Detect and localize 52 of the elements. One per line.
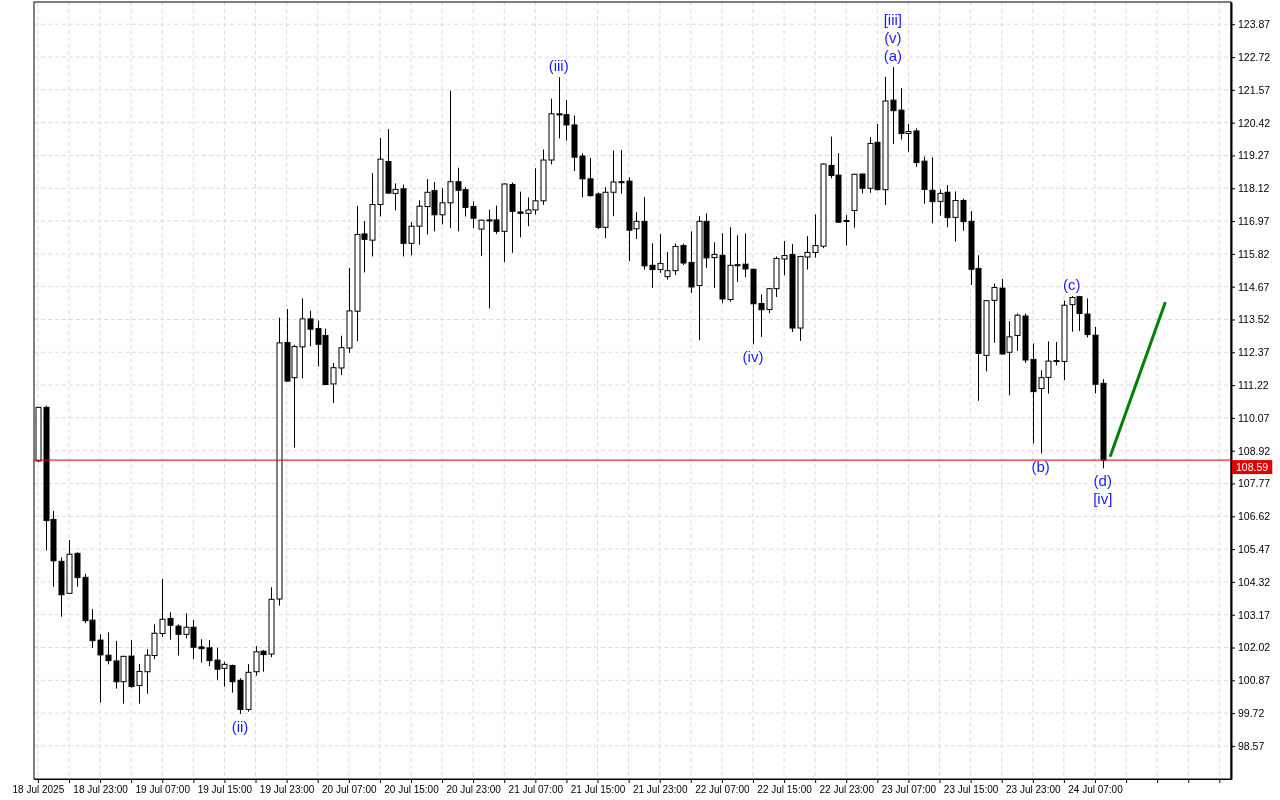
x-tick-label: 23 Jul 15:00: [943, 784, 999, 796]
y-tick-label: 107.77: [1238, 477, 1271, 490]
y-tick-label: 113.52: [1238, 313, 1270, 326]
annotation: (iv): [742, 347, 764, 365]
x-tick-label: 23 Jul 07:00: [881, 784, 937, 796]
y-tick-label: 98.57: [1238, 739, 1265, 752]
y-tick-label: 115.82: [1238, 247, 1270, 260]
x-tick-label: 20 Jul 23:00: [446, 784, 502, 796]
y-tick-label: 108.92: [1238, 444, 1271, 457]
y-tick-label: 123.87: [1238, 18, 1271, 31]
ref-line-label: 108.59: [1236, 461, 1269, 474]
x-tick-label: 20 Jul 15:00: [384, 784, 440, 796]
y-tick-label: 102.02: [1238, 641, 1271, 654]
x-tick-label: 19 Jul 07:00: [135, 784, 191, 796]
y-tick-label: 104.32: [1238, 575, 1271, 588]
y-tick-label: 103.17: [1238, 608, 1271, 621]
y-tick-label: 120.42: [1238, 116, 1271, 129]
x-tick-label: 18 Jul 2025: [12, 784, 65, 796]
x-tick-label: 19 Jul 15:00: [197, 784, 253, 796]
y-tick-label: 106.62: [1238, 510, 1271, 523]
x-tick-label: 21 Jul 07:00: [508, 784, 564, 796]
x-tick-label: 22 Jul 23:00: [819, 784, 875, 796]
y-tick-label: 112.37: [1238, 346, 1270, 359]
y-tick-label: 116.97: [1238, 214, 1270, 227]
y-tick-label: 114.67: [1238, 280, 1270, 293]
y-tick-label: 105.47: [1238, 542, 1271, 555]
x-tick-label: 18 Jul 23:00: [73, 784, 129, 796]
annotation: (c): [1062, 275, 1081, 293]
x-tick-label: 20 Jul 07:00: [322, 784, 377, 796]
x-tick-label: 23 Jul 23:00: [1006, 784, 1061, 796]
y-tick-label: 121.57: [1238, 83, 1271, 96]
y-tick-label: 118.12: [1238, 182, 1270, 195]
y-tick-label: 119.27: [1238, 149, 1270, 162]
y-tick-label: 100.87: [1238, 674, 1271, 687]
x-tick-label: 22 Jul 15:00: [757, 784, 813, 796]
annotation: [iv]: [1093, 489, 1113, 507]
y-tick-label: 99.72: [1238, 706, 1265, 719]
y-tick-label: 122.72: [1238, 50, 1271, 63]
annotation: (iii): [548, 56, 569, 74]
annotation: (ii): [231, 717, 249, 735]
x-tick-label: 19 Jul 23:00: [259, 784, 315, 796]
x-tick-label: 22 Jul 07:00: [695, 784, 751, 796]
y-tick-label: 111.22: [1238, 378, 1269, 391]
annotation: (v): [884, 28, 902, 46]
x-tick-label: 24 Jul 07:00: [1068, 784, 1124, 796]
x-tick-label: 21 Jul 15:00: [570, 784, 626, 796]
annotation: (a): [883, 46, 903, 64]
annotation: (d): [1093, 471, 1112, 489]
annotation: (b): [1031, 457, 1050, 475]
y-tick-label: 110.07: [1238, 411, 1270, 424]
annotation: [iii]: [883, 10, 903, 28]
x-tick-label: 21 Jul 23:00: [632, 784, 688, 796]
